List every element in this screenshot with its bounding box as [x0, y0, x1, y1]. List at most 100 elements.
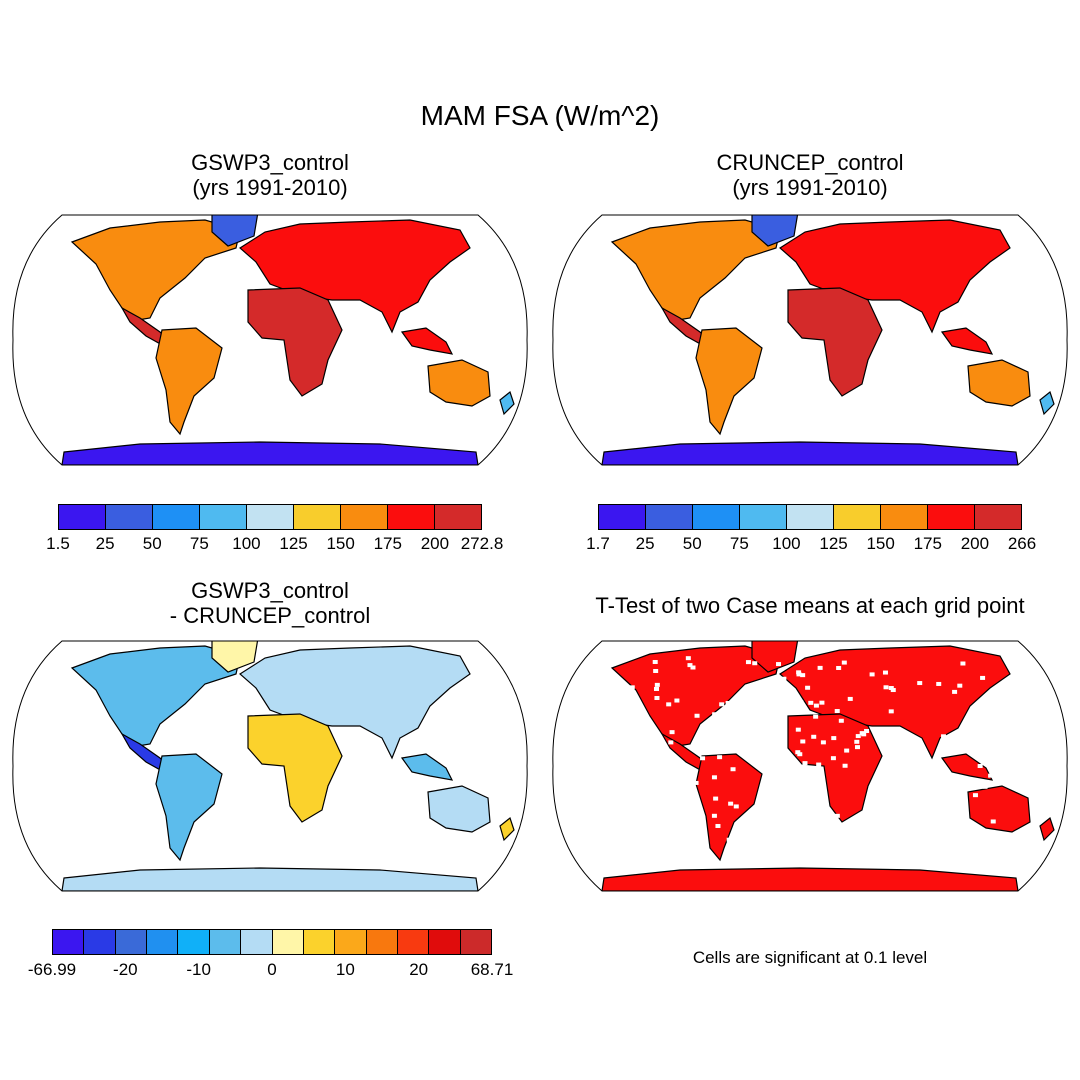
map-gswp3: [12, 214, 528, 466]
colorbar-swatch: [740, 505, 787, 529]
colorbar-swatch: [388, 505, 435, 529]
colorbar-tick-label: 150: [866, 534, 895, 553]
land-australia: [967, 785, 1031, 833]
colorbar-tick-label: 100: [772, 534, 801, 553]
colorbar-swatch: [200, 505, 247, 529]
colorbar-tick-label: 1.5: [46, 534, 70, 553]
figure-title: MAM FSA (W/m^2): [420, 100, 660, 131]
land-africa: [247, 713, 343, 823]
land-seAsia: [400, 753, 454, 781]
colorbar-swatch: [599, 505, 646, 529]
colorbar-tick-label: 20: [409, 960, 429, 979]
land-antarctica: [601, 441, 1019, 465]
land-greenland: [211, 215, 259, 247]
panel-title-gswp3: GSWP3_control (yrs 1991-2010): [20, 150, 520, 200]
colorbar-swatch: [881, 505, 928, 529]
colorbar-swatch: [106, 505, 153, 529]
colorbar-tick-label: 25: [635, 534, 655, 553]
colorbar-swatch: [693, 505, 740, 529]
map-outline: [12, 640, 528, 892]
colorbar-tick-label: 125: [279, 534, 308, 553]
land-northAmerica: [70, 219, 241, 321]
land-newZealand: [499, 816, 515, 842]
colorbar-tick-label: 50: [142, 534, 162, 553]
panel-title-line1: GSWP3_control: [191, 578, 349, 603]
colorbar-swatch: [272, 930, 304, 954]
colorbar-tick-label: 175: [373, 534, 402, 553]
colorbar-swatch: [787, 505, 834, 529]
colorbar-tick-label: 25: [95, 534, 115, 553]
colorbar-tick-label: -10: [186, 960, 211, 979]
colorbar-tick-label: 0: [267, 960, 277, 979]
land-seAsia: [400, 327, 454, 355]
colorbar-swatch: [335, 930, 367, 954]
colorbar-swatch: [147, 930, 179, 954]
colorbar-swatch: [247, 505, 294, 529]
colorbar-swatch: [435, 505, 481, 529]
land-greenland: [211, 641, 259, 673]
panel-title-cruncep: CRUNCEP_control (yrs 1991-2010): [560, 150, 1060, 200]
colorbar-swatch: [241, 930, 273, 954]
colorbar-tick-label: 50: [682, 534, 702, 553]
land-northAmerica: [610, 219, 781, 321]
map-outline: [552, 640, 1068, 892]
map-difference: [12, 640, 528, 892]
colorbar-swatch: [209, 930, 242, 954]
panel-title-line2: (yrs 1991-2010): [732, 175, 888, 200]
map-cruncep: [552, 214, 1068, 466]
land-antarctica: [601, 867, 1019, 891]
land-australia: [967, 359, 1031, 407]
colorbar-tick-label: 150: [326, 534, 355, 553]
colorbar-swatch: [84, 930, 116, 954]
land-africa: [247, 287, 343, 397]
land-southAmerica: [155, 753, 223, 862]
land-seAsia: [940, 753, 994, 781]
colorbar-tick-label: -66.99: [27, 960, 77, 979]
land-antarctica: [61, 441, 479, 465]
panel-title-line2: - CRUNCEP_control: [169, 603, 371, 628]
nonsignificant-cells: [622, 656, 1015, 849]
colorbar-swatch: [59, 505, 106, 529]
land-seAsia: [940, 327, 994, 355]
colorbar-tick-label: 1.7: [586, 534, 610, 553]
colorbar-swatch: [294, 505, 341, 529]
map-ttest: [552, 640, 1068, 892]
colorbar-tick-label: 100: [232, 534, 261, 553]
colorbar-swatch: [178, 930, 210, 954]
land-greenland: [751, 641, 799, 673]
map-outline: [552, 214, 1068, 466]
land-antarctica: [61, 867, 479, 891]
panel-title-line2: (yrs 1991-2010): [192, 175, 348, 200]
panel-title-line1: GSWP3_control: [191, 150, 349, 175]
land-newZealand: [1039, 816, 1055, 842]
colorbar-swatch: [975, 505, 1021, 529]
land-southAmerica: [695, 753, 763, 862]
colorbar-swatch: [397, 930, 430, 954]
land-newZealand: [499, 390, 515, 416]
colorbar-tick-label: 75: [189, 534, 209, 553]
colorbar-tick-label: 175: [913, 534, 942, 553]
colorbar-gswp3: [58, 504, 482, 530]
colorbar-swatch: [429, 930, 461, 954]
land-greenland: [751, 215, 799, 247]
colorbar-cruncep: [598, 504, 1022, 530]
colorbar-swatch: [646, 505, 693, 529]
land-australia: [427, 359, 491, 407]
land-newZealand: [1039, 390, 1055, 416]
panel-title-ttest: T-Test of two Case means at each grid po…: [595, 593, 1025, 618]
land-southAmerica: [155, 327, 223, 436]
colorbar-tick-label: 200: [420, 534, 450, 553]
colorbar-swatch: [460, 930, 492, 954]
colorbar-swatch: [834, 505, 881, 529]
colorbar-tick-label: 125: [819, 534, 848, 553]
colorbar-tick-label: 200: [960, 534, 990, 553]
land-southAmerica: [695, 327, 763, 436]
colorbar-swatch: [53, 930, 85, 954]
land-africa: [787, 287, 883, 397]
colorbar-swatch: [153, 505, 200, 529]
colorbar-tick-label: 75: [729, 534, 749, 553]
colorbar-swatch: [341, 505, 388, 529]
panel-title-line1: CRUNCEP_control: [716, 150, 904, 175]
colorbar-tick-label: -20: [113, 960, 138, 979]
land-northAmerica: [70, 645, 241, 747]
